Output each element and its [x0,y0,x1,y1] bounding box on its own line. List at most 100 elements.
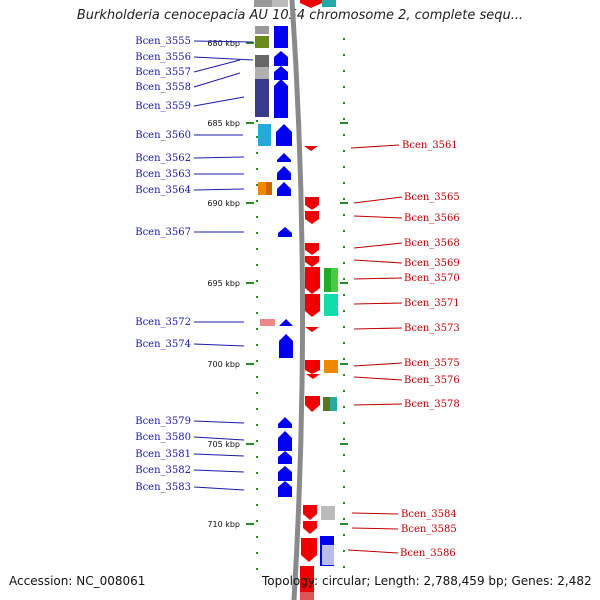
gene-label-bcen-3573[interactable]: Bcen_3573 [404,323,460,334]
domain-box [300,592,314,600]
leader-line [193,56,254,61]
reverse-strand-genes [300,146,320,600]
gene-label-bcen-3585[interactable]: Bcen_3585 [401,524,457,535]
leader-line [193,156,245,159]
leader-line [353,302,403,305]
domain-box [322,545,334,565]
gene-label-bcen-3571[interactable]: Bcen_3571 [404,298,460,309]
leader-line [193,486,245,491]
reverse-gene [303,521,317,534]
forward-gene [277,182,291,196]
leader-line [347,549,399,554]
gene-label-bcen-3569[interactable]: Bcen_3569 [404,258,460,269]
scale-label-690: 690 kbp [207,199,240,208]
gene-label-bcen-3572[interactable]: Bcen_3572 [135,317,191,328]
leader-line [193,453,245,457]
domain-box [255,79,269,117]
domain-box [258,182,266,195]
partial-feature [322,0,336,7]
gene-label-bcen-3559[interactable]: Bcen_3559 [135,101,191,112]
gene-label-bcen-3567[interactable]: Bcen_3567 [135,227,191,238]
forward-gene [278,451,292,464]
leader-line [353,242,403,249]
topology-text: Topology: circular; Length: 2,788,459 bp… [262,574,592,588]
gene-label-bcen-3578[interactable]: Bcen_3578 [404,399,460,410]
reverse-gene [305,197,319,210]
reverse-gene [305,267,320,294]
forward-gene [274,34,288,48]
right-leader-lines [347,144,403,554]
leader-line [351,512,399,515]
leader-line [353,259,403,264]
leader-line [353,277,403,280]
leader-line [193,469,245,473]
reverse-gene [301,538,317,562]
gene-label-bcen-3576[interactable]: Bcen_3576 [404,375,460,386]
gene-label-bcen-3579[interactable]: Bcen_3579 [135,416,191,427]
gene-label-bcen-3562[interactable]: Bcen_3562 [135,153,191,164]
reverse-gene [305,211,319,224]
domain-box [255,36,269,48]
left-leader-lines [193,40,254,491]
domain-box [324,360,338,373]
domain-box [255,55,269,67]
forward-gene [274,79,288,118]
gene-label-bcen-3564[interactable]: Bcen_3564 [135,185,191,196]
gene-label-bcen-3570[interactable]: Bcen_3570 [404,273,460,284]
gene-label-bcen-3563[interactable]: Bcen_3563 [135,169,191,180]
forward-gene [278,227,292,237]
scale-label-700: 700 kbp [207,360,240,369]
gene-label-bcen-3557[interactable]: Bcen_3557 [135,67,191,78]
gene-label-bcen-3565[interactable]: Bcen_3565 [404,192,460,203]
leader-line [193,436,245,441]
top-partial-features [254,0,336,8]
leader-line [193,420,245,424]
gene-label-bcen-3555[interactable]: Bcen_3555 [135,36,191,47]
domain-box [260,319,275,326]
gene-label-bcen-3575[interactable]: Bcen_3575 [404,358,460,369]
gene-label-bcen-3586[interactable]: Bcen_3586 [400,548,456,559]
reverse-gene [305,256,319,267]
domain-box [324,294,338,316]
forward-gene [279,334,293,358]
gene-label-bcen-3580[interactable]: Bcen_3580 [135,432,191,443]
chromosome-backbone [289,0,306,600]
leader-line [193,188,245,191]
partial-feature [254,0,272,7]
leader-line [350,144,400,149]
right-annotation-track [300,268,338,600]
scale-labels: 680 kbp 685 kbp 690 kbp 695 kbp 700 kbp … [207,39,240,529]
reverse-gene [303,505,317,520]
scale-label-680: 680 kbp [207,39,240,48]
forward-gene [276,124,292,146]
reverse-gene [300,566,314,600]
reverse-gene [306,374,320,379]
forward-gene [274,66,288,80]
gene-label-bcen-3582[interactable]: Bcen_3582 [135,465,191,476]
gene-label-bcen-3584[interactable]: Bcen_3584 [401,509,457,520]
forward-strand-genes [274,26,334,566]
gene-label-bcen-3556[interactable]: Bcen_3556 [135,52,191,63]
reverse-gene [305,294,320,317]
gene-label-bcen-3581[interactable]: Bcen_3581 [135,449,191,460]
gene-label-bcen-3560[interactable]: Bcen_3560 [135,130,191,141]
page-title: Burkholderia cenocepacia AU 1054 chromos… [76,8,524,23]
reverse-gene-partial [300,0,322,8]
forward-gene [278,417,292,428]
forward-gene [274,51,288,66]
partial-feature [272,0,288,7]
domain-box [321,506,335,520]
leader-line [351,527,399,530]
left-gene-labels: Bcen_3555 Bcen_3556 Bcen_3557 Bcen_3558 … [135,36,191,493]
reverse-gene [305,327,319,332]
gene-label-bcen-3558[interactable]: Bcen_3558 [135,82,191,93]
leader-line [353,327,403,330]
gene-label-bcen-3568[interactable]: Bcen_3568 [404,238,460,249]
leader-line [353,196,403,204]
right-gene-labels: Bcen_3561 Bcen_3565 Bcen_3566 Bcen_3568 … [400,140,460,559]
gene-label-bcen-3566[interactable]: Bcen_3566 [404,213,460,224]
gene-label-bcen-3583[interactable]: Bcen_3583 [135,482,191,493]
gene-label-bcen-3561[interactable]: Bcen_3561 [402,140,458,151]
gene-label-bcen-3574[interactable]: Bcen_3574 [135,339,191,350]
